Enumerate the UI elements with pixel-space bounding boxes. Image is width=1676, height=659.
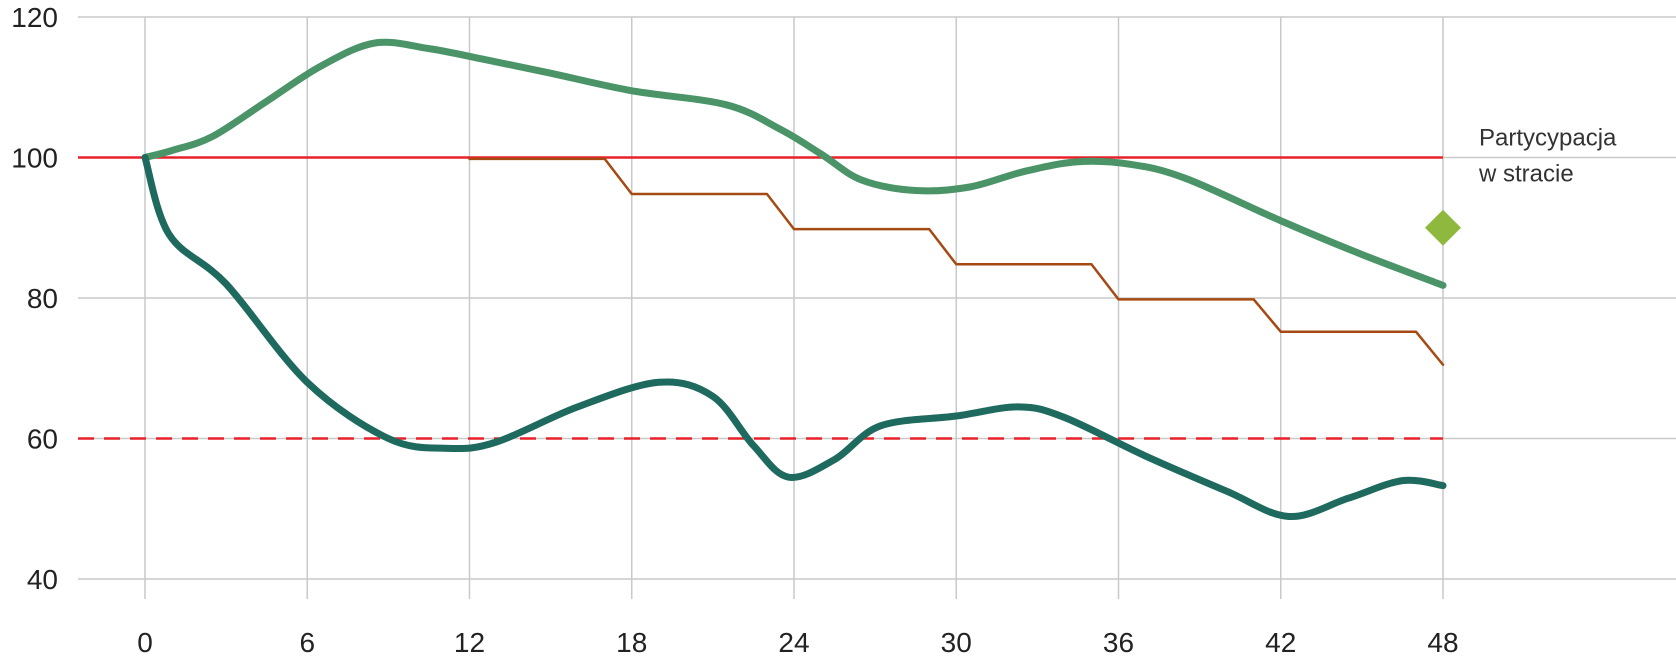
series-line-upper	[141, 38, 1447, 289]
x-axis-ticks: 0 6 12 18 24 30 36 42 48	[137, 627, 1458, 658]
series-line-step	[468, 157, 1445, 366]
x-tick-label-24: 24	[778, 627, 809, 658]
y-tick-label-80: 80	[27, 283, 58, 314]
y-tick-label-60: 60	[27, 424, 58, 455]
y-tick-label-120: 120	[11, 2, 58, 33]
markers	[1425, 209, 1461, 246]
annotation-line-1: Partycypacja	[1479, 125, 1617, 152]
annotation-line-2: w stracie	[1478, 161, 1574, 188]
y-tick-label-100: 100	[11, 143, 58, 174]
annotation-partycypacja: Partycypacja w stracie	[1478, 125, 1623, 188]
x-tick-label-48: 48	[1427, 627, 1458, 658]
x-tick-label-42: 42	[1265, 627, 1296, 658]
y-tick-label-40: 40	[27, 564, 58, 595]
grid-lines	[78, 16, 1676, 599]
x-tick-label-12: 12	[454, 627, 485, 658]
reference-lines	[78, 156, 1443, 440]
diamond-marker	[1425, 209, 1461, 246]
x-tick-label-30: 30	[941, 627, 972, 658]
x-tick-label-0: 0	[137, 627, 153, 658]
series-line-lower	[141, 154, 1447, 520]
x-tick-label-6: 6	[299, 627, 315, 658]
series-lines	[141, 38, 1447, 520]
y-axis-ticks: 40 60 80 100 120	[11, 2, 58, 595]
x-tick-label-18: 18	[616, 627, 647, 658]
x-tick-label-36: 36	[1103, 627, 1134, 658]
